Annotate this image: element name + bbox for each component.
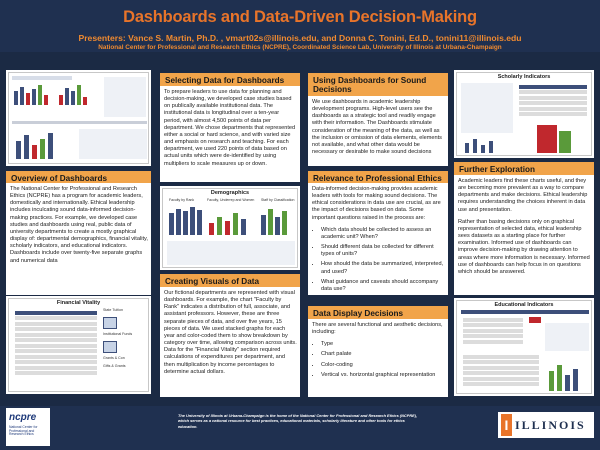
selecting-text: To prepare leaders to use data for plann… [164, 89, 296, 167]
using-panel [308, 96, 448, 166]
creating-text: Our fictional departments are represente… [164, 290, 297, 375]
relevance-item: Which data should be collected to assess… [321, 227, 445, 241]
relevance-title: Relevance to Professional Ethics [308, 171, 448, 187]
using-title: Using Dashboards for Sound Decisions [308, 73, 448, 98]
illinois-wordmark: ILLINOIS [515, 418, 586, 432]
display-text: There are several functional and aesthet… [312, 322, 443, 336]
overview-text: The National Center for Professional and… [10, 186, 148, 264]
financial-label-state: State Tuition [103, 308, 123, 312]
creating-title: Creating Visuals of Data [160, 274, 300, 290]
display-item: Vertical vs. horizontal graphical repres… [321, 372, 445, 379]
poster-institution: National Center for Professional and Res… [98, 44, 502, 51]
demographics-figure: Demographics Faculty by Rank Faculty, Un… [162, 188, 298, 268]
educational-figure-title: Educational Indicators [494, 302, 554, 308]
financial-label-inst: Institutional Funds [103, 331, 133, 336]
financial-vitality-figure: Financial Vitality State Tuition Institu… [8, 298, 149, 392]
further-panel [454, 175, 594, 295]
financial-figure-title: Financial Vitality [56, 300, 101, 306]
demographics-figure-title: Demographics [210, 190, 250, 196]
display-item: Chart palate [321, 351, 445, 358]
demo-label-rank: Faculty by Rank [169, 198, 195, 202]
dashboard-thumbnail [8, 72, 149, 164]
selecting-title: Selecting Data for Dashboards [160, 73, 300, 89]
relevance-text: Data-informed decision-making provides a… [312, 186, 441, 221]
illinois-logo [498, 412, 594, 438]
display-list: Type Chart palate Color-coding Vertical … [321, 341, 445, 379]
creating-panel [160, 287, 300, 397]
selecting-panel [160, 86, 300, 182]
ncpre-logo [6, 408, 50, 446]
financial-label-grants: Grants & Con [103, 355, 125, 360]
educational-indicators-figure: Educational Indicators [456, 300, 592, 394]
relevance-panel [308, 183, 448, 295]
poster-header: Dashboards and Data-Driven Decision-Maki… [0, 0, 600, 52]
relevance-list: Which data should be collected to assess… [321, 227, 445, 293]
display-item: Color-coding [321, 362, 445, 369]
using-text: We use dashboards in academic leadership… [312, 99, 442, 156]
demo-label-staff: Staff by Classification [261, 198, 295, 202]
ncpre-logo-subtitle: National Center for Professional and Res… [9, 425, 38, 437]
display-body: There are several functional and aesthet… [312, 322, 445, 382]
relevance-item: How should the data be summarized, inter… [321, 261, 445, 275]
relevance-item: Should different data be collected for d… [321, 244, 445, 258]
relevance-body: Data-informed decision-making provides a… [312, 186, 445, 296]
financial-label-gifts: Gifts & Grants [103, 363, 126, 368]
display-item: Type [321, 341, 445, 348]
scholarly-indicators-figure: Scholarly Indicators [456, 72, 592, 156]
scholarly-figure-title: Scholarly Indicators [497, 74, 551, 80]
display-title: Data Display Decisions [308, 306, 448, 322]
further-text-2: Rather than basing decisions only on gra… [458, 218, 590, 275]
poster-authors: Presenters: Vance S. Martin, Ph.D. , vma… [78, 33, 522, 43]
overview-title: Overview of Dashboards [6, 171, 151, 187]
demo-label-underrep: Faculty, Underrep and Women [207, 198, 255, 202]
relevance-item: What guidance and caveats should accompa… [321, 279, 445, 293]
further-title: Further Exploration [454, 162, 594, 178]
display-panel [308, 319, 448, 397]
further-text-1: Academic leaders find these charts usefu… [458, 178, 588, 213]
poster-title: Dashboards and Data-Driven Decision-Maki… [123, 8, 477, 26]
ncpre-logo-text: ncpre [9, 412, 37, 423]
further-body: Academic leaders find these charts usefu… [458, 178, 591, 281]
footer-text: The University of Illinois at Urbana-Cha… [178, 413, 418, 429]
illinois-mark-icon: I [501, 414, 512, 436]
overview-panel [6, 183, 151, 295]
